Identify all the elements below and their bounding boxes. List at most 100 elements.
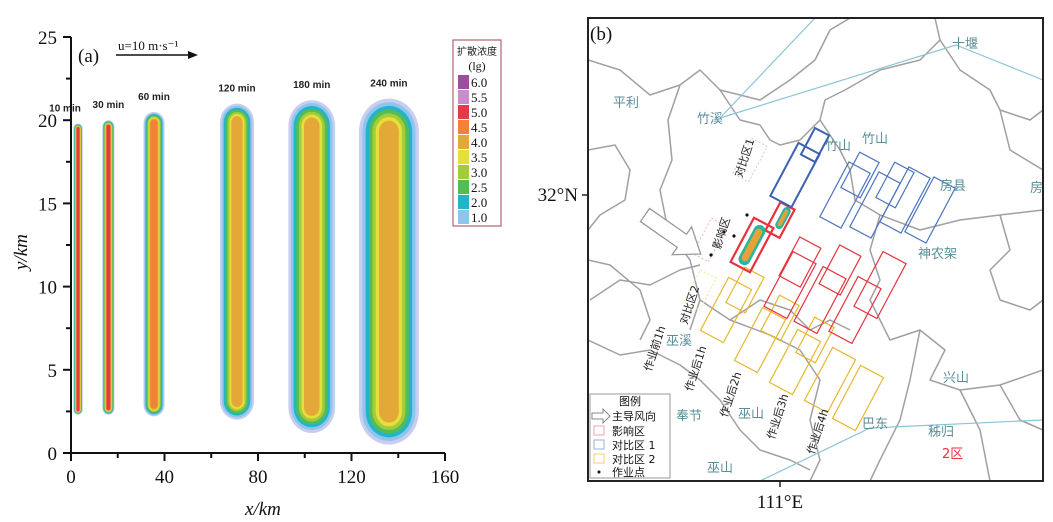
legend-swatch <box>458 90 469 104</box>
boundary-line <box>939 39 1043 121</box>
boundary-line <box>989 214 1043 311</box>
boundary-line <box>588 144 631 231</box>
legend-level-label: 5.0 <box>471 105 487 120</box>
plume-time-label: 10 min <box>49 104 81 115</box>
contour-level <box>150 119 158 409</box>
zone-box <box>793 265 847 335</box>
boundary-line <box>869 214 1043 391</box>
plume-time-label: 120 min <box>218 84 255 95</box>
wind-legend-icon <box>591 407 611 425</box>
place-label: 秭归 <box>928 425 954 440</box>
axes: 0 5 10 15 20 25 0 40 80 120 160 <box>38 28 459 488</box>
plume-30min: 30 min <box>93 100 125 415</box>
y-tick-label: 20 <box>38 111 57 132</box>
legend-swatch <box>458 180 469 194</box>
operation-point <box>722 230 726 234</box>
legend-swatch <box>458 150 469 164</box>
legend-level-label: 5.5 <box>471 90 487 105</box>
boundary-line <box>699 299 821 481</box>
zone-label: 对比区1 <box>732 137 758 179</box>
legend-item: 主导风向 <box>612 409 656 423</box>
boundary-line <box>999 384 1043 431</box>
zone-box <box>904 176 956 244</box>
operation-point <box>709 253 713 257</box>
boundary-line <box>588 18 851 101</box>
plume-240min: 240 min <box>358 79 419 445</box>
zone-box <box>733 306 787 374</box>
plume-time-label: 240 min <box>370 79 407 90</box>
legend-item: 作业点 <box>612 466 645 479</box>
legend-level-label: 2.5 <box>471 180 487 195</box>
x-tick-label: 80 <box>249 467 268 488</box>
zone-box <box>853 250 907 320</box>
zone-box <box>840 151 880 199</box>
legend-swatch <box>458 120 469 134</box>
boundary-line <box>999 109 1043 171</box>
boundary-line <box>588 339 701 381</box>
legend-level-label: 6.0 <box>471 75 487 90</box>
x-tick-label: 120 <box>337 467 366 488</box>
y-tick-label: 15 <box>38 194 57 215</box>
legend-swatch <box>458 165 469 179</box>
latitude-label: 32°N <box>538 185 579 206</box>
zone-box <box>760 294 800 342</box>
panel-a-label: (a) <box>78 46 99 67</box>
zone-label: 影响区 <box>710 216 733 251</box>
legend-swatch <box>458 195 469 209</box>
legend-item: 对比区 2 <box>612 452 656 466</box>
zone-box <box>819 161 871 229</box>
wind-arrow-icon <box>116 51 198 59</box>
boundary-line <box>699 379 811 471</box>
y-tick-label: 10 <box>38 278 57 299</box>
roads <box>719 18 1043 481</box>
contour-level <box>231 116 243 408</box>
zone-box <box>763 250 817 320</box>
x-tick-label: 160 <box>431 467 460 488</box>
plume-time-label: 180 min <box>293 80 330 91</box>
concentration-legend: 扩散浓度 (lg) 6.05.55.04.54.03.53.02.52.01.0 <box>452 39 502 227</box>
plume-180min: 180 min <box>288 80 336 434</box>
panel-b-label: (b) <box>590 24 612 45</box>
zone-box <box>831 364 885 432</box>
boundary-line <box>959 389 991 481</box>
place-label: 巫山 <box>738 407 764 422</box>
boundary-line <box>729 299 851 331</box>
boundary-line <box>819 119 1043 231</box>
place-label: 平利 <box>613 96 639 111</box>
boundary-line <box>719 18 941 146</box>
place-label: 兴山 <box>943 371 969 386</box>
legend-unit: (lg) <box>468 59 485 73</box>
legend-level-label: 4.5 <box>471 120 487 135</box>
y-tick-label: 25 <box>38 28 57 49</box>
road-line <box>719 18 816 119</box>
place-label: 房 <box>1030 180 1043 196</box>
plume-time-label: 30 min <box>93 100 125 111</box>
road-line <box>759 419 1043 481</box>
legend-item: 对比区 1 <box>612 438 656 452</box>
plume-time-label: 60 min <box>138 92 170 103</box>
contour-level <box>379 120 399 423</box>
road-line <box>719 44 957 119</box>
contour-level <box>106 124 111 411</box>
boundary-line <box>659 84 701 331</box>
zone-box <box>729 216 775 274</box>
zone-box <box>875 161 915 209</box>
y-tick-label: 5 <box>48 361 58 382</box>
legend-level-label: 2.0 <box>471 195 487 210</box>
place-label: 巫山 <box>707 461 733 476</box>
place-label: 竹溪 <box>697 112 723 127</box>
operation-point <box>745 213 749 217</box>
legend-level-label: 3.0 <box>471 165 487 180</box>
county-boundaries <box>588 18 1043 481</box>
place-label: 神农架 <box>918 247 957 262</box>
legend-level-label: 1.0 <box>471 210 487 225</box>
place-label: 巴东 <box>862 417 888 432</box>
y-tick-label: 0 <box>48 444 58 465</box>
zones <box>682 126 956 432</box>
contour-level <box>76 127 80 412</box>
legend-level-label: 3.5 <box>471 150 487 165</box>
plume-10min: 10 min <box>49 104 83 415</box>
place-label: 十堰 <box>952 37 978 52</box>
